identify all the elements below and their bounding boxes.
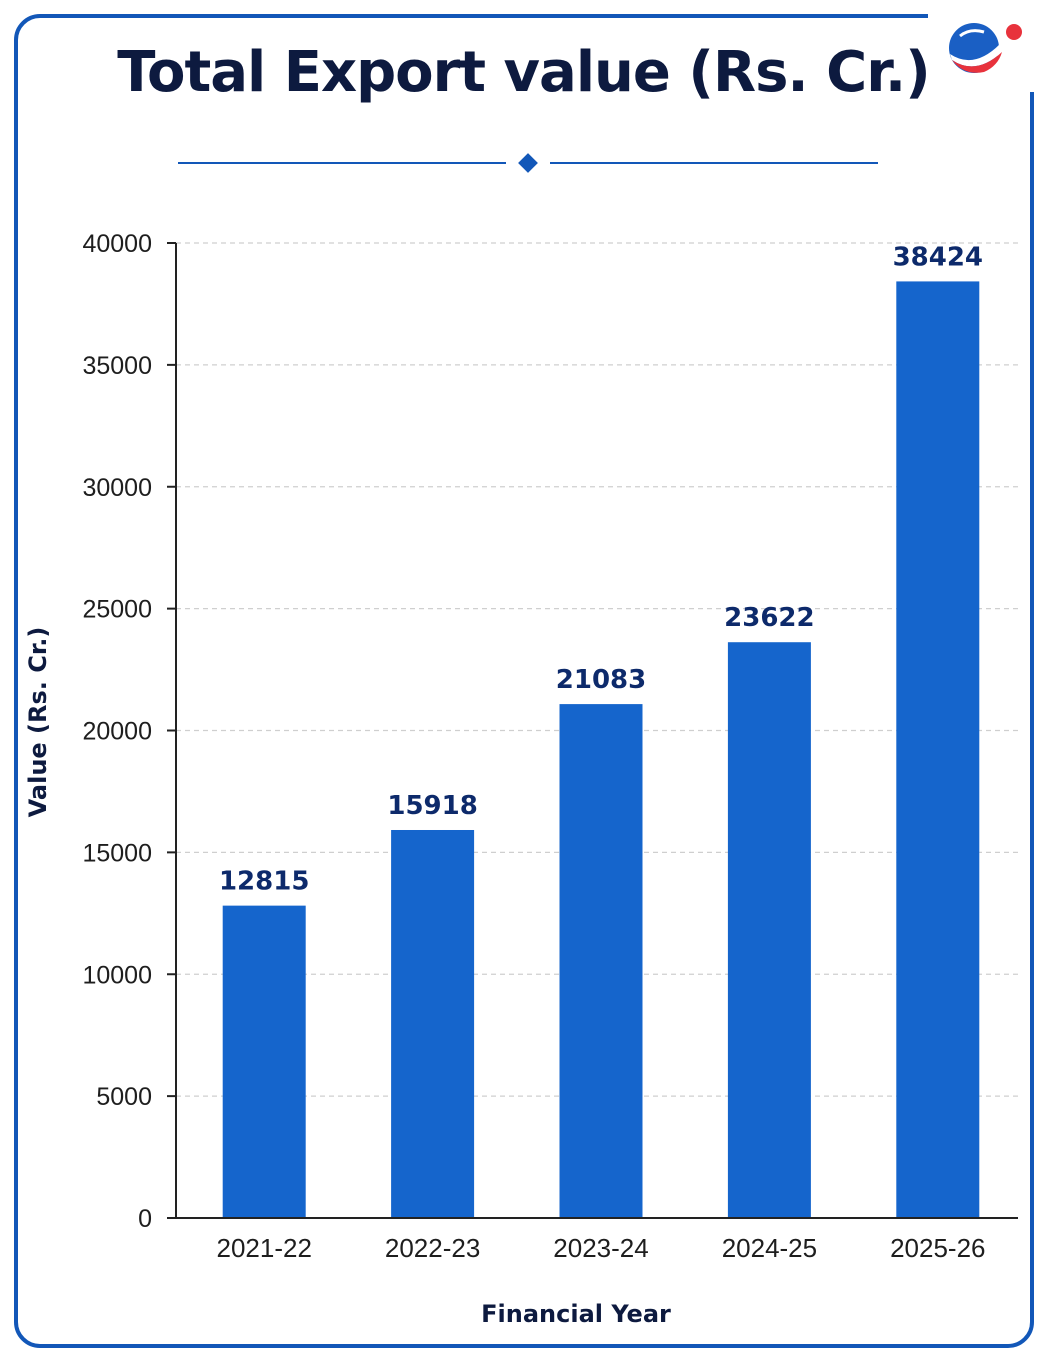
data-label: 38424 bbox=[893, 242, 983, 272]
bar bbox=[896, 281, 980, 1218]
x-axis-ticks: 2021-22 2022-23 2023-24 2024-25 2025-26 bbox=[216, 1233, 985, 1263]
bar bbox=[727, 642, 811, 1218]
data-label: 21083 bbox=[556, 665, 646, 695]
x-tick-label: 2023-24 bbox=[553, 1233, 648, 1263]
y-tick-label: 5000 bbox=[96, 1083, 152, 1111]
bar bbox=[222, 905, 306, 1218]
data-labels: 12815 15918 21083 23622 38424 bbox=[219, 242, 983, 896]
y-tick-label: 20000 bbox=[82, 718, 152, 746]
bar bbox=[391, 829, 475, 1218]
y-tick-label: 35000 bbox=[82, 352, 152, 380]
data-label: 12815 bbox=[219, 867, 309, 897]
title-divider bbox=[178, 153, 878, 173]
y-tick-label: 15000 bbox=[82, 839, 152, 867]
y-tick-label: 40000 bbox=[82, 230, 152, 258]
globe-logo-icon bbox=[949, 23, 1022, 73]
x-axis-title: Financial Year bbox=[481, 1300, 671, 1328]
x-tick-label: 2021-22 bbox=[216, 1233, 311, 1263]
x-tick-label: 2024-25 bbox=[722, 1233, 817, 1263]
y-tick-label: 10000 bbox=[82, 961, 152, 989]
y-axis-ticks: 0 5000 10000 15000 20000 25000 30000 35000 40000 bbox=[82, 230, 176, 1233]
x-tick-label: 2025-26 bbox=[890, 1233, 985, 1263]
bars bbox=[222, 281, 980, 1218]
chart-card bbox=[14, 14, 1034, 1348]
y-tick-label: 0 bbox=[138, 1205, 152, 1233]
bar bbox=[559, 704, 643, 1218]
data-label: 23622 bbox=[724, 603, 814, 633]
chart-title: Total Export value (Rs. Cr.) bbox=[117, 40, 931, 105]
x-tick-label: 2022-23 bbox=[385, 1233, 480, 1263]
y-tick-label: 25000 bbox=[82, 596, 152, 624]
y-tick-label: 30000 bbox=[82, 474, 152, 502]
y-axis-title: Value (Rs. Cr.) bbox=[24, 627, 52, 818]
data-label: 15918 bbox=[387, 791, 477, 821]
